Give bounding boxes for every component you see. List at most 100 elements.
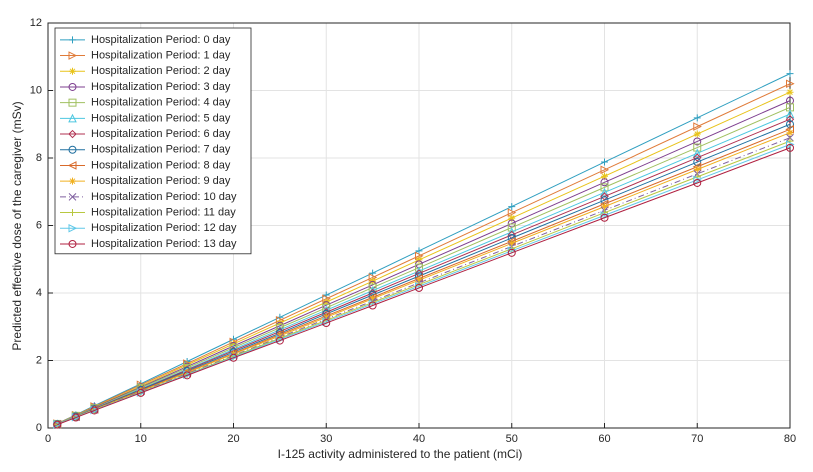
marker (693, 137, 702, 146)
marker (507, 248, 516, 257)
marker (415, 247, 423, 255)
x-axis-label: I-125 activity administered to the patie… (278, 447, 523, 461)
marker (693, 178, 702, 187)
x-tick-label: 50 (506, 433, 518, 445)
marker (68, 51, 78, 60)
marker (786, 79, 795, 89)
marker (693, 143, 702, 152)
marker (415, 256, 423, 264)
marker (600, 183, 609, 192)
marker (136, 388, 145, 397)
legend-label: Hospitalization Period: 6 day (91, 128, 231, 140)
marker (68, 145, 77, 154)
marker (508, 203, 516, 211)
marker (785, 114, 795, 124)
x-tick-label: 30 (320, 433, 332, 445)
data-line (57, 83, 791, 425)
marker (183, 371, 192, 380)
marker (693, 175, 702, 185)
marker (600, 187, 609, 197)
marker (786, 70, 794, 78)
y-tick-label: 12 (30, 17, 42, 29)
x-tick-label: 0 (45, 433, 51, 445)
series (53, 143, 794, 429)
marker (601, 172, 608, 180)
marker (785, 109, 795, 119)
marker (693, 153, 702, 162)
marker (786, 88, 794, 96)
marker (67, 161, 77, 170)
marker (68, 113, 77, 123)
legend-label: Hospitalization Period: 5 day (91, 112, 231, 124)
marker (415, 283, 423, 292)
legend-label: Hospitalization Period: 1 day (91, 49, 231, 61)
marker (276, 319, 284, 327)
legend-label: Hospitalization Period: 7 day (91, 144, 231, 156)
marker (90, 406, 99, 415)
legend-label: Hospitalization Period: 13 day (91, 238, 237, 250)
legend-label: Hospitalization Period: 3 day (91, 81, 231, 93)
marker (68, 192, 77, 201)
marker (507, 208, 517, 217)
x-tick-label: 20 (227, 433, 239, 445)
marker (69, 177, 76, 185)
marker (692, 148, 702, 158)
y-tick-label: 4 (36, 287, 42, 299)
marker (600, 165, 610, 175)
marker (322, 303, 331, 312)
marker (601, 203, 608, 211)
legend-label: Hospitalization Period: 4 day (91, 97, 231, 109)
legend-label: Hospitalization Period: 8 day (91, 159, 231, 171)
legend-label: Hospitalization Period: 11 day (91, 206, 236, 218)
marker (275, 336, 284, 345)
marker (600, 211, 610, 220)
x-tick-label: 40 (413, 433, 425, 445)
y-tick-label: 2 (36, 354, 42, 366)
legend-label: Hospitalization Period: 0 day (91, 34, 231, 46)
marker (786, 129, 794, 137)
marker (69, 209, 76, 217)
legend-label: Hospitalization Period: 9 day (91, 175, 231, 187)
marker (53, 420, 62, 429)
marker (693, 114, 701, 122)
marker (68, 239, 77, 248)
marker (71, 413, 80, 422)
marker (508, 239, 516, 247)
marker (229, 353, 238, 362)
data-line (57, 147, 791, 426)
x-tick-label: 10 (135, 433, 147, 445)
marker (508, 214, 516, 222)
marker (693, 130, 701, 138)
marker (68, 223, 78, 233)
marker (368, 301, 377, 310)
marker (786, 140, 795, 149)
y-tick-label: 6 (36, 219, 42, 231)
plot-frame (47, 22, 791, 429)
marker (322, 319, 331, 328)
marker (507, 219, 516, 228)
marker (600, 213, 609, 222)
marker (786, 143, 794, 152)
marker (68, 129, 77, 139)
data-line (57, 100, 791, 425)
legend-label: Hospitalization Period: 2 day (91, 65, 231, 77)
data-line (57, 73, 791, 425)
y-tick-label: 10 (30, 84, 42, 96)
marker (693, 122, 702, 131)
x-tick-label: 70 (691, 433, 703, 445)
y-axis-label: Predicted effective dose of the caregive… (10, 101, 24, 350)
marker (69, 67, 76, 75)
marker (415, 276, 423, 284)
marker (68, 82, 77, 91)
legend: Hospitalization Period: 0 day Hospitaliza… (54, 27, 252, 255)
y-tick-label: 0 (36, 422, 42, 434)
marker (693, 165, 701, 173)
marker (601, 158, 608, 166)
marker (369, 295, 377, 303)
marker (69, 36, 76, 44)
x-tick-label: 80 (784, 433, 796, 445)
marker (68, 98, 77, 107)
y-tick-label: 8 (36, 152, 42, 164)
marker (600, 178, 609, 187)
